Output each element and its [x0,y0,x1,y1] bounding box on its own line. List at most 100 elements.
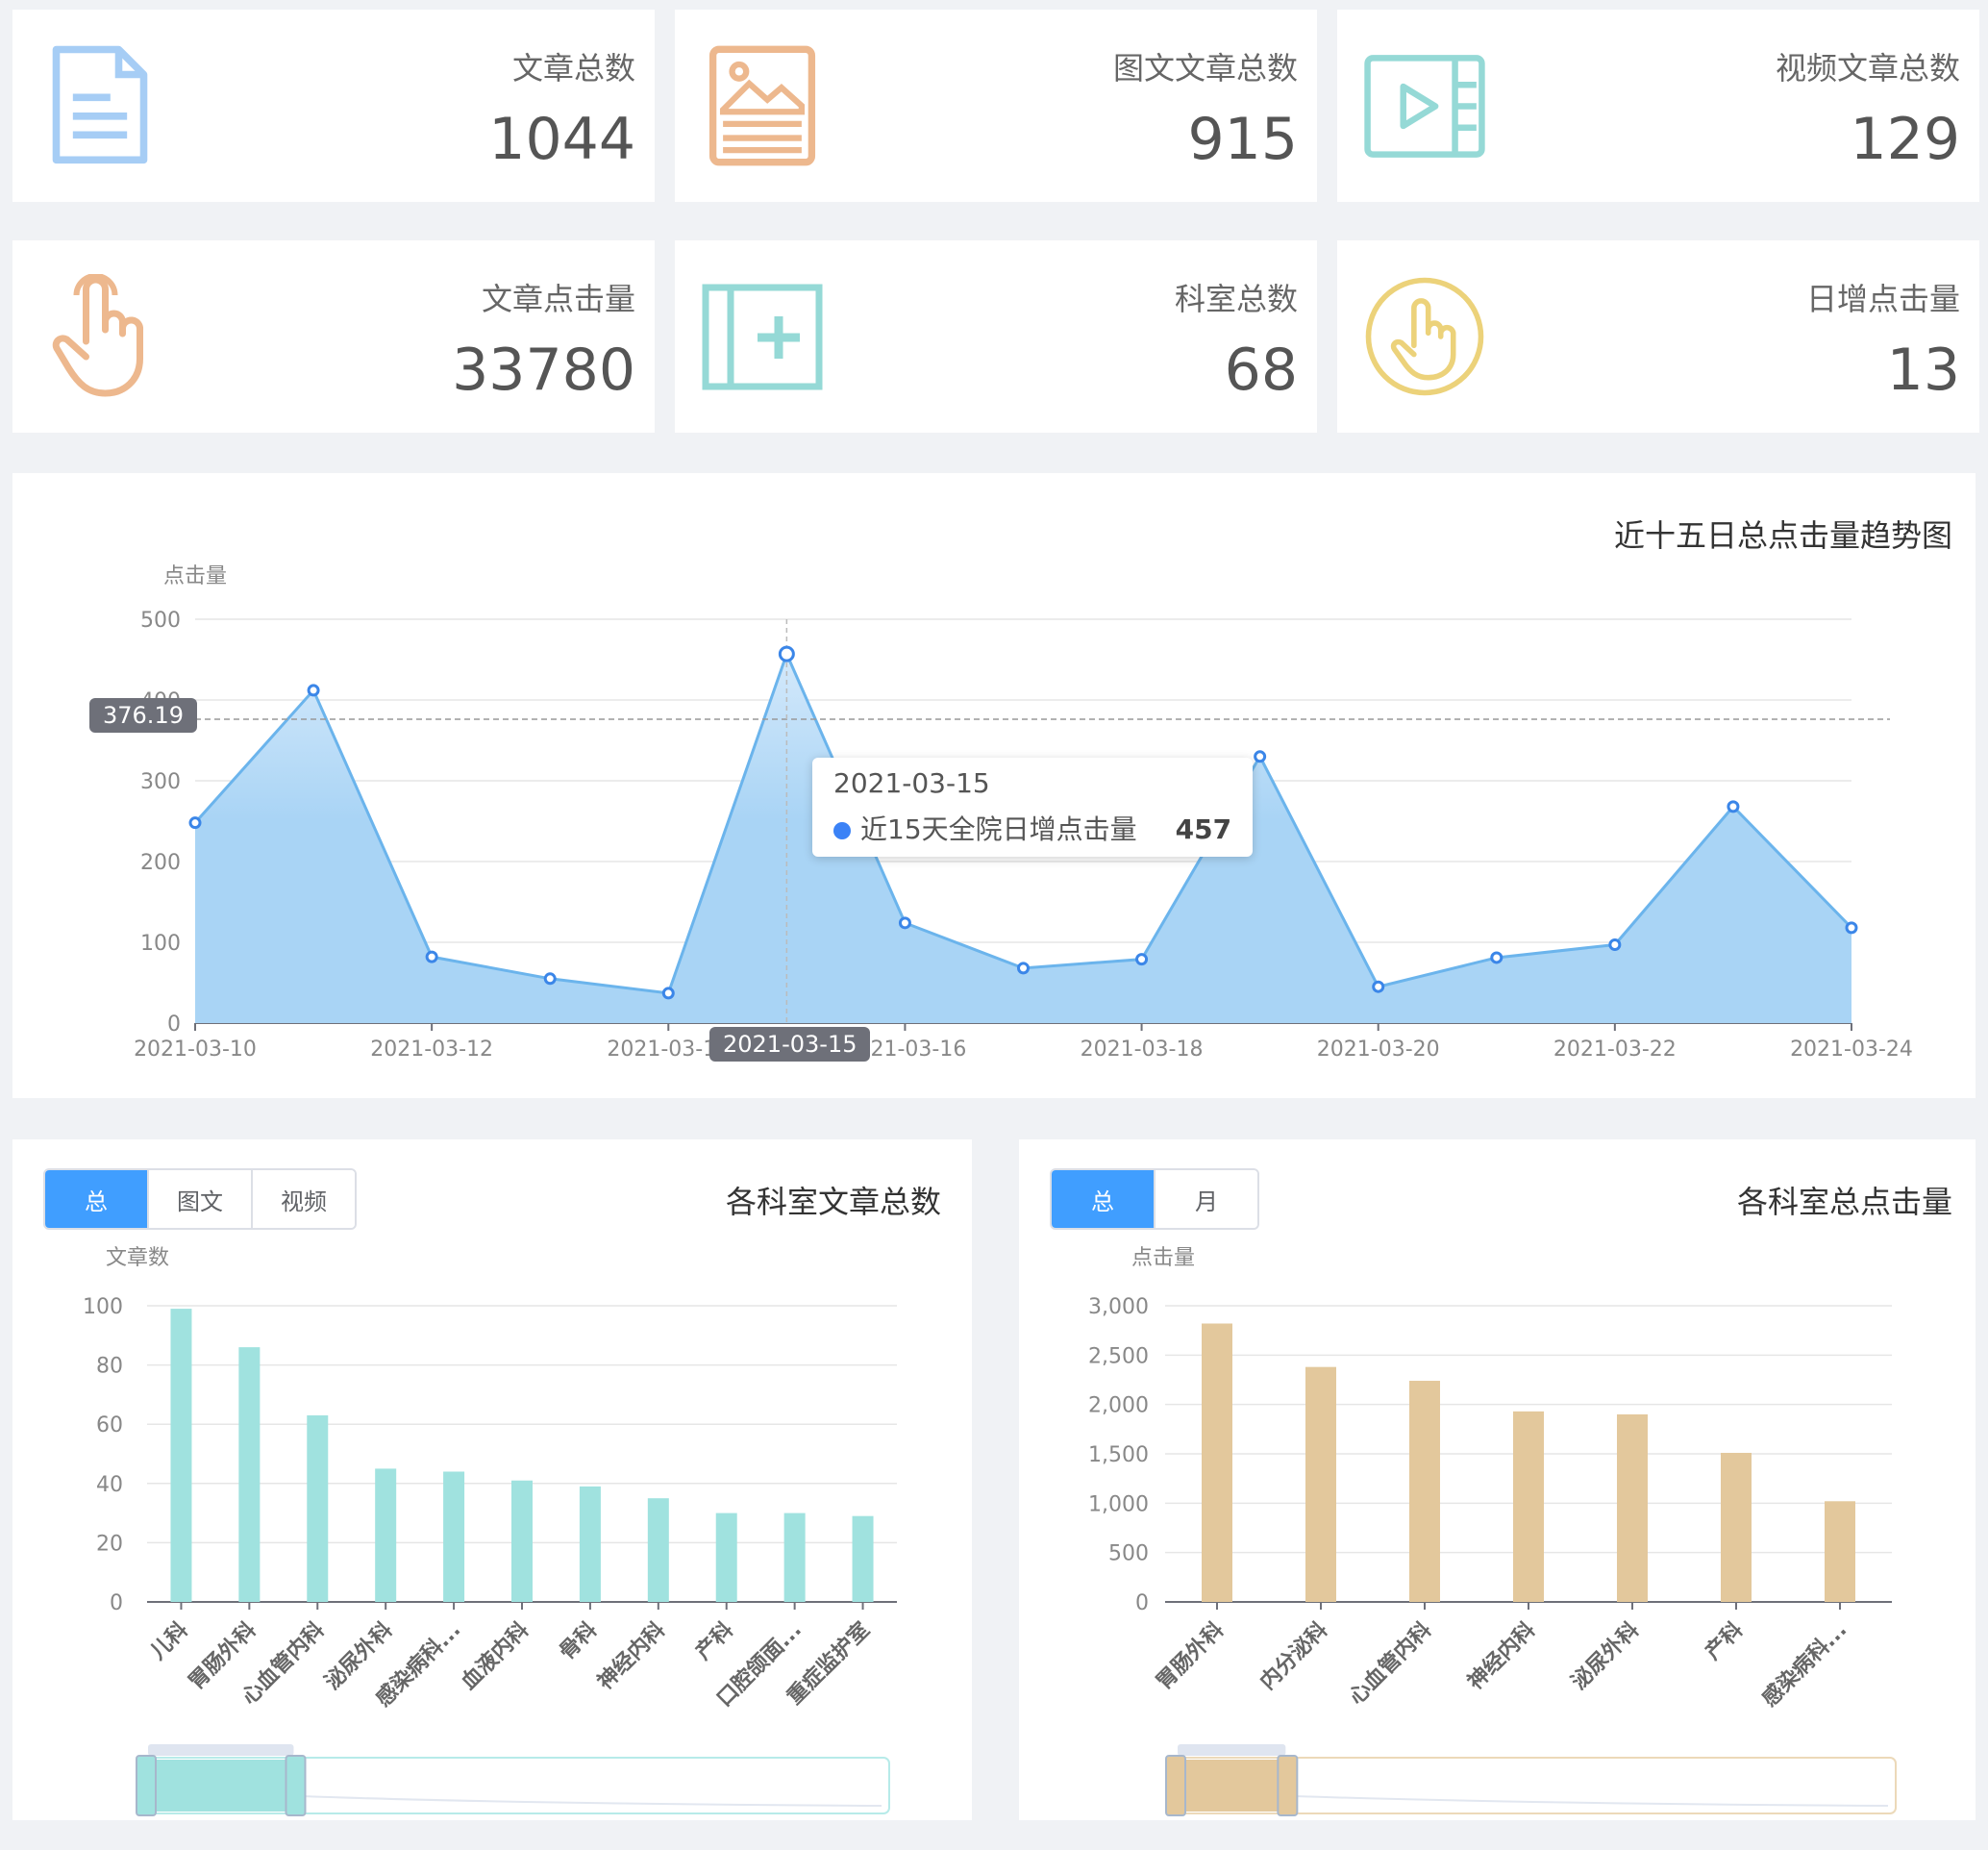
stat-value: 68 [1224,337,1298,404]
data-point [661,987,675,1000]
y-tick-label: 100 [140,932,181,956]
tab-option-2[interactable]: 视频 [253,1170,355,1228]
zoom-slider-handle[interactable] [285,1755,307,1816]
data-point [543,972,557,986]
tooltip-value: 457 [1175,813,1232,845]
y-tick-label: 200 [140,851,181,875]
zoom-slider-handle[interactable] [1165,1755,1186,1816]
data-point [1135,953,1149,966]
x-tick-label: 2021-03-22 [1553,1038,1677,1062]
y-axis-name: 点击量 [1131,1246,1195,1270]
x-tick-label: 骨科 [555,1618,602,1665]
x-tick-label: 2021-03-24 [1790,1038,1913,1062]
data-point [188,816,202,830]
x-tick-label: 胃肠外科 [1152,1617,1230,1695]
stat-card: 文章点击量 33780 [12,240,655,433]
image-article-icon [700,43,825,168]
tab-option-1[interactable]: 图文 [149,1170,253,1228]
data-point [1727,800,1740,813]
stat-value: 915 [1187,106,1298,173]
x-tick-label: 神经内科 [592,1617,670,1695]
pointer-hand-icon [37,274,162,399]
tab-total[interactable]: 总 [1052,1170,1156,1228]
dept-articles-chart[interactable]: 文章数020406080100儿科胃肠外科心血管内科泌尿外科感染病科...血液内… [12,1139,972,1820]
y-tick-label: 2,500 [1088,1344,1149,1368]
bar [647,1498,669,1602]
zoom-slider-handle[interactable] [136,1755,157,1816]
bar [1513,1411,1544,1602]
x-tick-label: 产科 [691,1618,738,1665]
dept-clicks-chart[interactable]: 点击量 0 500 1,000 1,500 2,000 2,500 3,000 胃肠外科 内分泌科… [1019,1139,1976,1820]
y-tick-label: 100 [83,1295,123,1319]
y-tick-label: 2,000 [1088,1394,1149,1418]
bar [170,1309,192,1602]
dept-clicks-panel: 总月 各科室总点击量 点击量 0 500 1,000 1,500 2,000 2,500 3,… [1019,1139,1976,1820]
click-period-tabs: 总月 [1050,1168,1259,1230]
chart-tooltip: 2021-03-15 近15天全院日增点击量 457 [812,758,1254,857]
y-tick-label: 500 [140,609,181,633]
y-tick-label: 3,000 [1088,1295,1149,1319]
bar [1721,1452,1752,1602]
stat-value: 33780 [452,337,635,404]
bar [1202,1323,1232,1602]
y-tick-label: 80 [96,1355,123,1379]
document-icon [37,43,162,168]
stat-value: 129 [1850,106,1960,173]
bar [375,1468,397,1602]
bar [852,1515,874,1602]
bar [1409,1381,1440,1602]
dept-articles-panel: 总图文 视频 各科室文章总数 文章数 0 20 40 60 80 100 儿科 胃肠外科 心血管内科… [12,1139,972,1820]
y-tick-label: 60 [96,1413,123,1438]
data-point [1254,750,1267,763]
zoom-slider-selection[interactable] [146,1760,296,1812]
zoom-slider-selection[interactable] [1176,1760,1288,1812]
zoom-slider-top-handle [1178,1744,1286,1756]
click-circle-icon [1362,274,1487,399]
tab-total[interactable]: 总 [45,1170,149,1228]
bar [1305,1366,1336,1602]
dept-articles-title: 各科室文章总数 [725,1184,941,1220]
dept-clicks-title: 各科室总点击量 [1736,1184,1952,1220]
zoom-slider-preview [1293,1795,1889,1807]
y-axis-name: 文章数 [106,1246,169,1270]
bar [1617,1413,1648,1602]
y-tick-label: 500 [1108,1542,1149,1566]
tooltip-series: 近15天全院日增点击量 [860,813,1137,845]
stat-label: 文章总数 [511,50,635,87]
stat-label: 视频文章总数 [1775,50,1960,87]
x-tick-label: 2021-03-10 [134,1038,257,1062]
y-tick-label: 1,500 [1088,1443,1149,1467]
x-tick-label: 儿科 [145,1618,193,1666]
x-tick-label: 2021-03-20 [1317,1038,1440,1062]
bar [443,1471,465,1602]
y-tick-label: 1,000 [1088,1492,1149,1516]
stat-card: 文章总数 1044 [12,10,655,202]
bar [579,1486,601,1602]
stat-value: 1044 [488,106,635,173]
x-tick-label: 产科 [1701,1618,1748,1665]
zoom-slider-handle[interactable] [1277,1755,1299,1816]
tab-option-1[interactable]: 月 [1156,1170,1257,1228]
trend-chart-title: 近十五日总点击量趋势图 [1613,517,1952,554]
x-tick-label: 神经内科 [1463,1617,1541,1695]
data-point [778,645,795,662]
data-point [1490,951,1503,964]
y-axis-name: 点击量 [163,564,227,588]
y-tick-label: 0 [110,1591,123,1615]
stat-label: 图文文章总数 [1112,50,1298,87]
data-point [1017,962,1030,975]
data-point [307,684,320,697]
x-tick-label: 内分泌科 [1255,1617,1333,1695]
data-point [425,950,438,963]
y-tick-label: 20 [96,1532,123,1556]
x-tick-label: 泌尿外科 [1567,1617,1645,1695]
x-tick-label: 血液内科 [457,1617,534,1695]
trend-chart[interactable]: 点击量01002003004005002021-03-102021-03-122… [12,473,1976,1098]
department-add-icon [700,274,825,399]
data-point [1845,921,1858,935]
area-fill [195,654,1851,1023]
stat-label: 科室总数 [1174,281,1298,317]
stat-value: 13 [1886,337,1960,404]
data-point [1608,938,1622,952]
stat-label: 日增点击量 [1805,281,1960,317]
